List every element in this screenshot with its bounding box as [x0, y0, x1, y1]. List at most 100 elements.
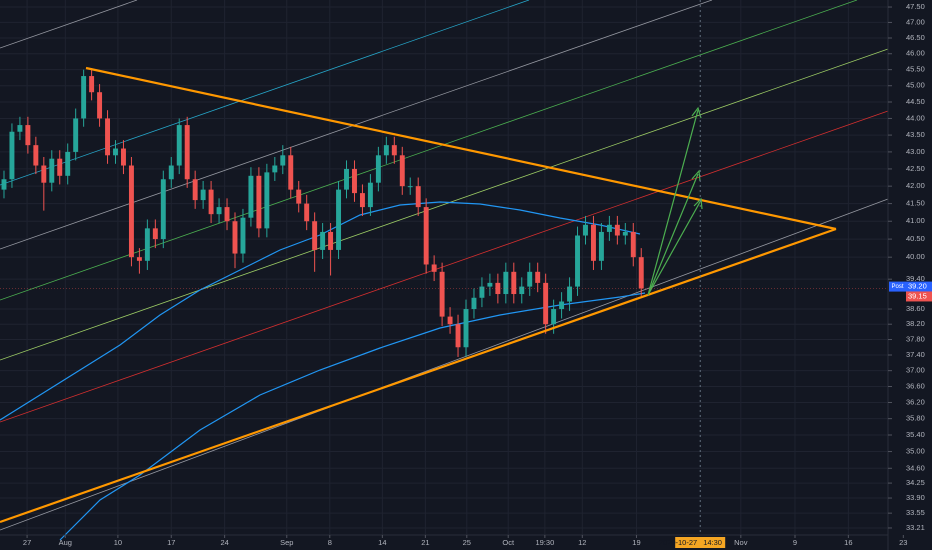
candle-body — [136, 257, 142, 261]
candle-body — [407, 186, 413, 188]
x-tick-label: Sep — [280, 538, 293, 547]
x-tick-label: 23 — [899, 538, 907, 547]
candle-body — [304, 203, 310, 222]
arrow — [647, 201, 701, 296]
y-tick-label: 40.00 — [906, 252, 925, 261]
y-tick-label: 38.20 — [906, 319, 925, 328]
arrow-head — [691, 106, 702, 119]
y-tick-label: 40.50 — [906, 234, 925, 243]
candle-body — [128, 165, 134, 258]
y-tick-label: 35.40 — [906, 430, 925, 439]
axes: 33.21 33.55 33.90 34.25 34.60 35.00 35.40 35.80… — [23, 2, 932, 547]
y-tick-label: 47.00 — [906, 17, 925, 26]
channel-line — [0, 48, 889, 361]
x-tick-label: 19:30 — [535, 538, 554, 547]
candle-body — [208, 189, 214, 215]
candle-body — [375, 155, 381, 183]
trend-line — [0, 227, 837, 524]
candle-body — [590, 224, 596, 261]
candle-body — [519, 286, 525, 295]
channel-line — [0, 0, 530, 186]
projection-arrows — [647, 106, 703, 296]
candle-body — [1, 179, 7, 190]
y-tick-label: 47.50 — [906, 2, 925, 11]
y-tick-label: 34.25 — [906, 478, 925, 487]
x-tick-label: Oct — [502, 538, 515, 547]
candle-body — [471, 297, 477, 310]
x-tick-label: 14 — [378, 538, 386, 547]
candle-body — [622, 231, 628, 236]
last-price-label: 39.15 — [908, 291, 927, 300]
arrow-head — [691, 169, 701, 182]
candle-body — [89, 76, 95, 93]
x-tick-label: 24 — [220, 538, 228, 547]
candle-body — [423, 207, 429, 265]
post-price-tag: Post — [891, 284, 903, 290]
candle-body — [288, 155, 294, 190]
x-tick-label: 16 — [844, 538, 852, 547]
candle-body — [152, 228, 158, 240]
candle-body — [567, 286, 573, 302]
candle-body — [168, 165, 174, 180]
y-tick-label: 34.60 — [906, 463, 925, 472]
candle-body — [144, 228, 150, 261]
channel-lines — [0, 0, 889, 531]
candle-body — [33, 145, 39, 166]
candle-body — [49, 158, 55, 183]
candle-body — [495, 282, 501, 295]
y-tick-label: 38.60 — [906, 304, 925, 313]
candle-body — [551, 309, 557, 325]
candle-body — [415, 186, 421, 208]
candle-body — [65, 151, 71, 176]
x-tick-label: 12 — [578, 538, 586, 547]
candle-body — [583, 224, 588, 236]
candle-body — [256, 175, 262, 229]
candle-body — [352, 168, 357, 194]
channel-line — [0, 110, 889, 423]
candle-body — [511, 271, 517, 295]
y-tick-label: 45.50 — [906, 65, 925, 74]
y-tick-label: 46.50 — [906, 33, 925, 42]
y-tick-label: 44.50 — [906, 97, 925, 106]
x-tick-label: 17 — [167, 538, 175, 547]
x-tick-label: 9 — [793, 538, 797, 547]
y-tick-label: 39.40 — [906, 274, 925, 283]
candle-body — [184, 125, 190, 180]
x-tick-label: 21 — [421, 538, 429, 547]
trend-line — [85, 66, 837, 231]
candle-body — [73, 118, 79, 152]
y-tick-label: 33.55 — [906, 508, 925, 517]
candle-body — [463, 309, 469, 348]
arrow — [647, 173, 699, 296]
y-tick-label: 36.60 — [906, 381, 925, 390]
y-tick-label: 41.00 — [906, 216, 925, 225]
candle-body — [399, 155, 405, 187]
candle-body — [630, 231, 636, 258]
candle-body — [606, 224, 612, 232]
candles — [1, 68, 644, 357]
candle-body — [328, 231, 334, 250]
post-price-box — [906, 281, 932, 292]
x-tick-label: 10 — [114, 538, 122, 547]
candle-body — [383, 145, 389, 156]
y-tick-label: 33.90 — [906, 493, 925, 502]
candle-body — [264, 172, 270, 229]
x-tick-label: 27 — [23, 538, 31, 547]
candle-body — [439, 271, 445, 317]
candle-body — [280, 155, 286, 166]
x-tick-label: 19 — [632, 538, 640, 547]
candle-body — [543, 282, 549, 325]
candle-body — [160, 179, 166, 240]
post-price-tag-box — [889, 281, 906, 292]
candle-body — [81, 76, 87, 119]
crosshair: 2020-10-27 14:30 — [659, 0, 726, 548]
y-tick-label: 36.20 — [906, 397, 925, 406]
grid — [0, 0, 888, 535]
y-tick-label: 43.00 — [906, 147, 925, 156]
y-tick-label: 35.80 — [906, 414, 925, 423]
candle-body — [296, 189, 302, 204]
candle-body — [527, 271, 533, 287]
candle-body — [216, 207, 222, 215]
candle-body — [41, 165, 47, 183]
